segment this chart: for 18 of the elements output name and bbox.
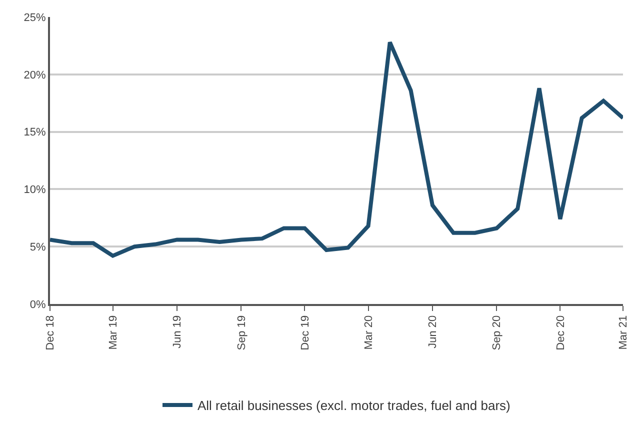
x-tick-label: Mar 19	[107, 315, 120, 350]
x-tick-label: Dec 18	[44, 315, 57, 350]
x-tick-label: Sep 19	[236, 315, 248, 350]
y-tick-label: 10%	[24, 184, 46, 196]
x-tick-label: Dec 20	[554, 315, 567, 350]
x-tick-label: Mar 21	[618, 315, 630, 350]
line-series	[50, 40, 623, 258]
legend-label: All retail businesses (excl. motor trades, fuel and bars)	[198, 398, 510, 414]
x-tick-label: Jun 19	[172, 315, 184, 348]
y-tick-label: 0%	[30, 298, 46, 311]
x-tick-label: Mar 20	[362, 315, 375, 350]
y-tick-label: 5%	[30, 241, 46, 254]
x-tick-label: Sep 20	[491, 315, 504, 350]
y-tick-label: 20%	[24, 69, 46, 82]
x-tick-label: Jun 20	[427, 315, 440, 348]
y-tick-label: 25%	[24, 12, 46, 24]
y-tick-label: 15%	[24, 126, 46, 139]
x-tick-label: Dec 19	[299, 315, 312, 350]
